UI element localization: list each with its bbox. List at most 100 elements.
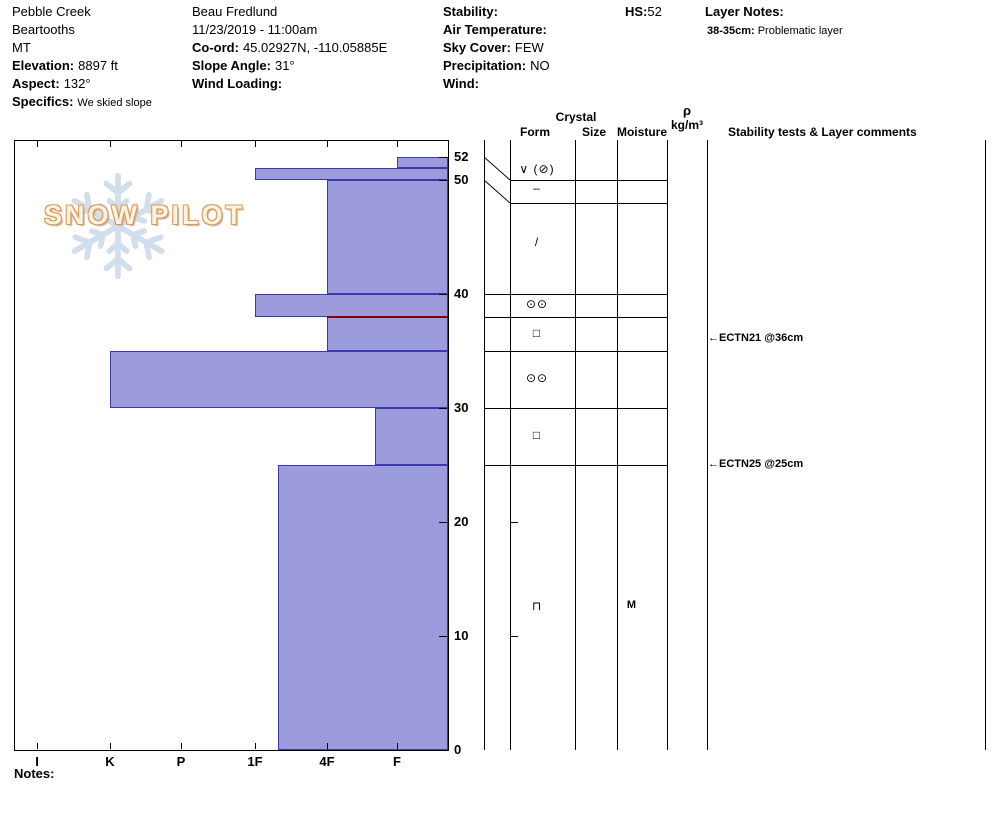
- snow-layer: [327, 316, 448, 351]
- slope-angle-line: Slope Angle: 31°: [192, 58, 295, 73]
- snow-layer: [375, 407, 448, 465]
- hardness-tick-top: [37, 141, 38, 147]
- hardness-tick-bottom: [181, 743, 182, 749]
- panel-layer-rule: [484, 350, 667, 352]
- depth-axis-tick: [439, 521, 447, 523]
- wind-loading-line: Wind Loading:: [192, 76, 283, 91]
- observation-datetime: 11/23/2019 - 11:00am: [192, 22, 318, 37]
- depth-axis-tick: [439, 407, 447, 409]
- stability-test-label: ←ECTN21 @36cm: [708, 332, 804, 345]
- density-units-header: kg/m³: [670, 118, 703, 132]
- aspect-line: Aspect: 132°: [12, 76, 91, 91]
- hardness-plot-frame: [14, 140, 449, 751]
- moisture-column-header: Moisture: [616, 125, 667, 139]
- panel-column-rule: [484, 140, 485, 750]
- observer-name: Beau Fredlund: [192, 4, 278, 19]
- depth-axis-tick: [439, 179, 447, 181]
- hardness-tick-bottom: [327, 743, 328, 749]
- grain-form-symbol: –: [533, 180, 541, 195]
- hardness-tick-top: [255, 141, 256, 147]
- snowpilot-watermark: SNOW PILOT: [44, 200, 245, 230]
- form-column-depth-tick: [511, 635, 518, 637]
- sky-cover-line: Sky Cover: FEW: [443, 40, 544, 55]
- grain-form-symbol: /: [534, 234, 540, 249]
- moisture-code: M: [626, 599, 638, 612]
- panel-column-rule: [707, 140, 708, 750]
- hardness-tick-top: [181, 141, 182, 147]
- hardness-tick-top: [397, 141, 398, 147]
- height-of-snow-line: HS:52: [625, 4, 662, 19]
- grain-form-symbol: ⊙⊙: [525, 371, 549, 386]
- panel-layer-rule: [484, 316, 667, 318]
- stability-line: Stability:: [443, 4, 498, 19]
- snow-layer: [397, 157, 448, 169]
- grain-form-symbol: □: [532, 325, 542, 340]
- layer-connector-lines: [484, 156, 511, 204]
- panel-column-rule: [667, 140, 668, 750]
- snowflake-logo-icon: [60, 172, 176, 284]
- panel-layer-rule: [484, 293, 667, 295]
- hardness-axis-label: 1F: [247, 754, 263, 769]
- snow-layer: [278, 464, 448, 750]
- grain-form-symbol: ⊙⊙: [525, 297, 549, 312]
- size-column-header: Size: [581, 125, 606, 139]
- notes-label: Notes:: [14, 766, 55, 781]
- hardness-tick-bottom: [397, 743, 398, 749]
- depth-axis-label: 40: [454, 285, 469, 301]
- depth-axis-label: 30: [454, 399, 469, 415]
- snow-layer: [255, 168, 448, 180]
- hardness-axis-label: K: [105, 754, 115, 769]
- panel-layer-rule: [510, 202, 667, 204]
- hardness-axis-label: F: [393, 754, 401, 769]
- depth-axis-tick: [439, 635, 447, 637]
- depth-axis-label: 52: [454, 149, 469, 164]
- form-column-header: Form: [520, 125, 550, 139]
- panel-layer-rule: [510, 179, 667, 181]
- mountain-range: Beartooths: [12, 22, 75, 37]
- coordinates-line: Co-ord: 45.02927N, -110.05885E: [192, 40, 388, 55]
- depth-axis-tick: [439, 293, 447, 295]
- panel-layer-rule: [484, 464, 667, 466]
- layer-note: 38-35cm: Problematic layer: [707, 25, 843, 37]
- panel-column-rule: [617, 140, 618, 750]
- panel-column-rule: [985, 140, 986, 750]
- comments-column-header: Stability tests & Layer comments: [728, 125, 917, 139]
- elevation-line: Elevation: 8897 ft: [12, 58, 118, 73]
- hardness-tick-bottom: [255, 743, 256, 749]
- hardness-tick-bottom: [110, 743, 111, 749]
- depth-axis-label: 10: [454, 627, 469, 643]
- snow-layer: [110, 350, 448, 408]
- hardness-tick-top: [110, 141, 111, 147]
- grain-form-symbol: □: [532, 428, 542, 443]
- hardness-axis-label: I: [35, 754, 39, 769]
- site-name: Pebble Creek: [12, 4, 91, 19]
- layer-notes-header: Layer Notes:: [705, 4, 784, 19]
- grain-form-symbol: ⊓: [531, 599, 543, 614]
- density-symbol-header: ρ: [682, 103, 692, 118]
- precipitation-line: Precipitation: NO: [443, 58, 550, 73]
- wind-line: Wind:: [443, 76, 479, 91]
- hardness-axis-label: P: [176, 754, 186, 769]
- depth-axis-tick: [439, 157, 447, 158]
- panel-layer-rule: [484, 407, 667, 409]
- hardness-tick-bottom: [37, 743, 38, 749]
- snow-layer: [255, 293, 448, 317]
- depth-axis-label: 50: [454, 171, 469, 187]
- hardness-tick-top: [327, 141, 328, 147]
- depth-axis-label: 0: [454, 742, 462, 757]
- stability-test-label: ←ECTN25 @25cm: [708, 457, 804, 470]
- crystal-header: Crystal: [555, 110, 597, 124]
- state: MT: [12, 40, 31, 55]
- snow-layer: [327, 179, 448, 294]
- hardness-axis-label: 4F: [319, 754, 335, 769]
- panel-column-rule: [575, 140, 576, 750]
- depth-axis-label: 20: [454, 513, 469, 529]
- grain-form-symbol: ∨ (⊘): [519, 161, 555, 176]
- specifics-line: Specifics: We skied slope: [12, 94, 152, 109]
- panel-column-rule: [510, 140, 511, 750]
- form-column-depth-tick: [511, 521, 518, 523]
- air-temperature-line: Air Temperature:: [443, 22, 547, 37]
- problem-layer-line: [327, 315, 448, 318]
